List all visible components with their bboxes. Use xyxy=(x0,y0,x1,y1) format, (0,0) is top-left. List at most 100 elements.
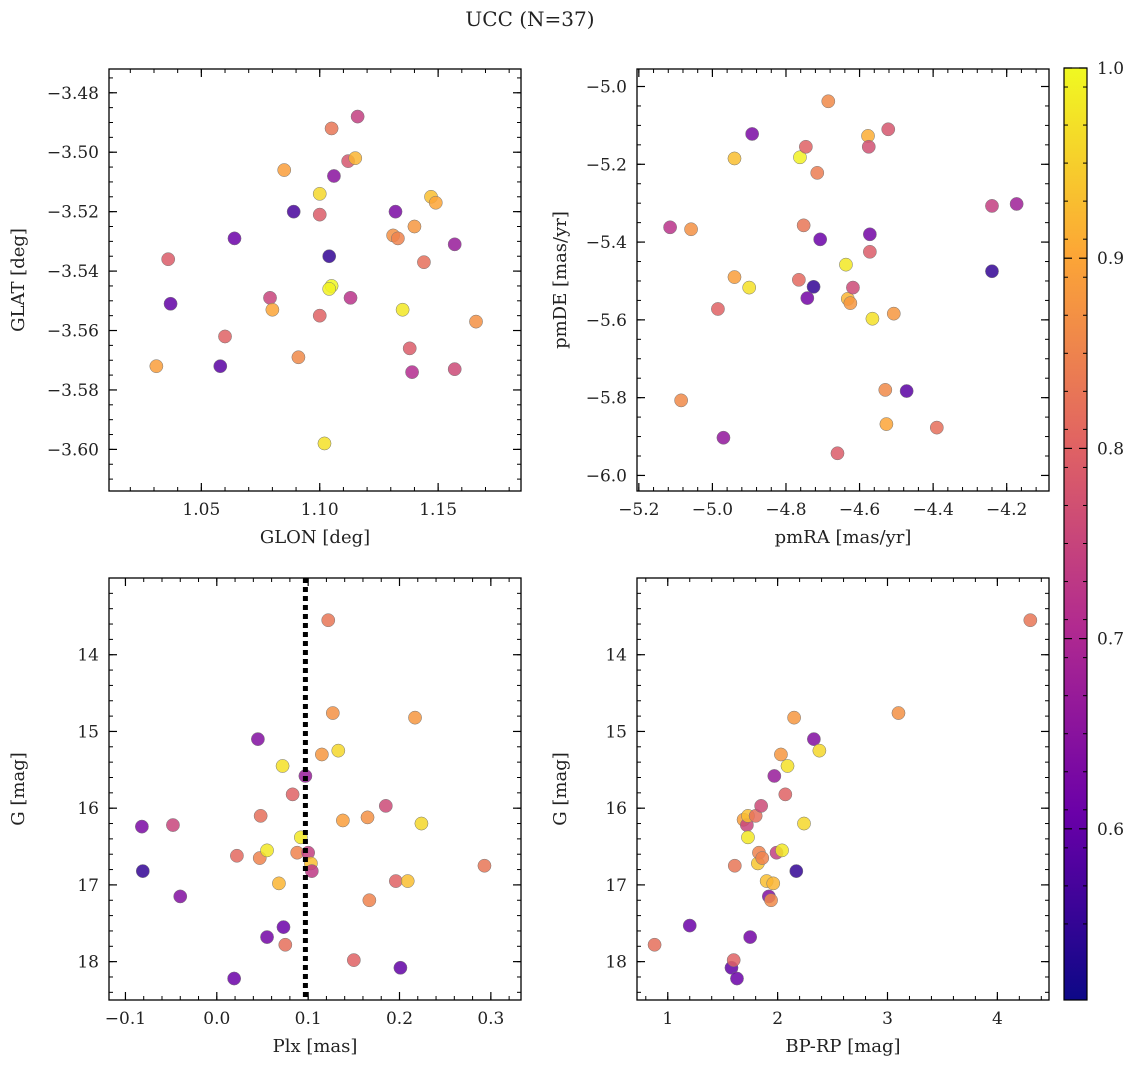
scatter-point xyxy=(315,747,329,762)
panel-pmra-pmde: −5.2 −5.0 −4.8 −4.6 −4.4 −4.2 −5.0 −5.2 −5.4 −5.6… xyxy=(550,68,1050,548)
scatter-point xyxy=(149,359,164,374)
scatter-point xyxy=(322,249,337,264)
scatter-point xyxy=(797,816,811,831)
scatter-point xyxy=(792,272,806,287)
scatter-point xyxy=(173,889,188,904)
scatter-point xyxy=(796,218,811,233)
scatter-point xyxy=(767,769,782,783)
y-axis-label: G [mag] xyxy=(8,752,29,825)
scatter-point xyxy=(798,139,813,154)
scatter-point xyxy=(331,743,346,758)
scatter-point xyxy=(1009,197,1024,211)
x-tick-label: 1.10 xyxy=(301,500,339,520)
colorbar-tick-label: 0.9 xyxy=(1097,249,1124,269)
scatter-point xyxy=(764,893,778,908)
x-tick-label: 1 xyxy=(662,1009,673,1029)
scatter-point xyxy=(789,864,804,878)
scatter-point xyxy=(807,732,821,746)
scatter-points xyxy=(663,94,1024,461)
scatter-point xyxy=(395,302,410,317)
scatter-point xyxy=(278,937,293,952)
y-tick-label: −3.48 xyxy=(47,84,99,104)
scatter-point xyxy=(810,165,825,180)
scatter-point xyxy=(766,876,781,891)
x-tick-label: −4.6 xyxy=(839,500,880,520)
y-tick-label: 15 xyxy=(77,722,99,742)
scatter-point xyxy=(227,231,242,246)
y-tick-label: −3.60 xyxy=(47,440,99,460)
scatter-point xyxy=(378,799,393,813)
scatter-point xyxy=(346,953,361,967)
y-tick-label: 16 xyxy=(605,799,627,819)
scatter-point xyxy=(647,937,662,952)
scatter-point xyxy=(865,311,880,326)
scatter-point xyxy=(726,953,741,967)
y-tick-label: 14 xyxy=(605,646,627,666)
scatter-point xyxy=(863,227,877,242)
scatter-point xyxy=(929,420,944,435)
scatter-point xyxy=(260,930,274,944)
scatter-point xyxy=(899,384,914,398)
y-tick-label: −3.52 xyxy=(47,203,99,223)
scatter-point xyxy=(407,219,422,234)
scatter-point xyxy=(218,329,232,344)
panel-bprp-g: 1 2 3 4 14 15 16 17 18 BP-RP [mag] G [mag] xyxy=(550,577,1050,1057)
scatter-point xyxy=(253,809,268,823)
scatter-point xyxy=(388,204,403,219)
y-tick-label: −5.4 xyxy=(586,233,627,253)
y-tick-label: −5.0 xyxy=(586,78,627,98)
x-tick-label: 0.2 xyxy=(386,1009,413,1029)
y-tick-label: −5.8 xyxy=(586,389,627,409)
tick-marks xyxy=(109,577,521,1000)
scatter-point xyxy=(265,302,280,317)
scatter-point xyxy=(881,122,896,137)
scatter-point xyxy=(343,290,358,305)
scatter-point xyxy=(312,186,327,201)
scatter-point xyxy=(161,252,176,267)
y-tick-label: −3.58 xyxy=(47,381,99,401)
x-tick-label: 1.05 xyxy=(182,500,220,520)
scatter-point xyxy=(251,732,265,746)
y-tick-label: 17 xyxy=(605,876,627,896)
x-tick-label: −0.1 xyxy=(105,1009,146,1029)
scatter-point xyxy=(878,383,893,397)
scatter-point xyxy=(324,121,339,136)
x-tick-label: −4.8 xyxy=(765,500,806,520)
scatter-point xyxy=(447,237,462,252)
scatter-point xyxy=(891,706,906,720)
y-tick-label: 16 xyxy=(77,799,99,819)
scatter-point xyxy=(286,204,301,219)
scatter-point xyxy=(800,291,815,305)
scatter-point xyxy=(727,858,742,873)
y-axis-label: G [mag] xyxy=(550,752,571,825)
scatter-point xyxy=(711,302,725,316)
x-tick-label: −4.2 xyxy=(986,500,1027,520)
scatter-point xyxy=(321,613,336,628)
y-tick-label: 18 xyxy=(77,953,99,973)
colorbar-tick-label: 1.0 xyxy=(1097,59,1124,79)
colorbar-tick-label: 0.8 xyxy=(1097,439,1124,459)
scatter-point xyxy=(755,851,770,865)
scatter-point xyxy=(775,843,789,858)
scatter-point xyxy=(812,743,827,758)
y-tick-label: −3.56 xyxy=(47,322,99,342)
scatter-point xyxy=(312,207,327,222)
x-tick-label: 0.3 xyxy=(477,1009,504,1029)
scatter-point xyxy=(985,264,999,279)
scatter-point xyxy=(388,874,403,888)
scatter-point xyxy=(730,971,744,986)
scatter-point xyxy=(275,759,290,773)
scatter-point xyxy=(778,787,793,802)
scatter-point xyxy=(348,151,363,166)
axes-frame xyxy=(108,577,522,1001)
scatter-point xyxy=(408,710,422,725)
x-tick-label: −4.4 xyxy=(912,500,953,520)
scatter-point xyxy=(477,858,492,873)
scatter-point xyxy=(813,232,828,247)
tick-marks xyxy=(637,577,1049,1000)
scatter-point xyxy=(846,280,860,295)
scatter-point xyxy=(362,893,377,908)
colorbar: 0.6 0.7 0.8 0.9 1.0 xyxy=(1063,59,1124,1001)
x-tick-label: 3 xyxy=(882,1009,893,1029)
